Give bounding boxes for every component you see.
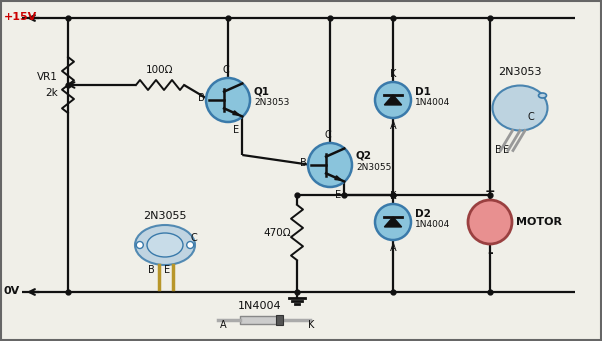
Text: C: C <box>527 113 534 122</box>
Text: C: C <box>223 65 229 75</box>
Text: C: C <box>324 130 331 140</box>
Text: D2: D2 <box>415 209 431 219</box>
Text: 1N4004: 1N4004 <box>415 220 450 229</box>
Circle shape <box>206 78 250 122</box>
Text: B: B <box>495 145 502 155</box>
Text: A: A <box>220 320 226 330</box>
Text: K: K <box>308 320 314 330</box>
Text: A: A <box>389 243 396 253</box>
Text: E: E <box>335 190 341 200</box>
Text: 0V: 0V <box>4 286 20 296</box>
Text: Q1: Q1 <box>254 86 270 96</box>
Text: 2k: 2k <box>45 88 58 98</box>
Text: 1N4004: 1N4004 <box>415 98 450 107</box>
Text: E: E <box>233 125 239 135</box>
Text: D1: D1 <box>415 87 431 97</box>
Text: K: K <box>390 191 396 201</box>
Text: E: E <box>164 265 170 275</box>
Text: +15V: +15V <box>4 12 37 22</box>
Circle shape <box>187 241 194 249</box>
Text: -: - <box>487 246 493 260</box>
Circle shape <box>375 82 411 118</box>
Text: K: K <box>390 69 396 79</box>
Text: 2N3055: 2N3055 <box>143 211 187 221</box>
Bar <box>240 316 282 324</box>
Text: 2N3055: 2N3055 <box>356 163 391 172</box>
Text: C: C <box>190 233 197 243</box>
Circle shape <box>308 143 352 187</box>
Ellipse shape <box>147 233 183 257</box>
Text: +: + <box>485 185 495 198</box>
Text: 2N3053: 2N3053 <box>498 67 542 77</box>
Circle shape <box>468 200 512 244</box>
Polygon shape <box>384 217 402 227</box>
Text: 470Ω: 470Ω <box>264 227 291 237</box>
Circle shape <box>136 241 143 249</box>
Text: B: B <box>300 158 307 168</box>
Text: E: E <box>503 145 509 155</box>
Ellipse shape <box>539 93 547 98</box>
Text: B: B <box>147 265 154 275</box>
Text: MOTOR: MOTOR <box>516 217 562 227</box>
Text: Q2: Q2 <box>356 151 372 161</box>
Ellipse shape <box>135 225 195 265</box>
Text: 2N3053: 2N3053 <box>254 98 290 107</box>
Circle shape <box>375 204 411 240</box>
Bar <box>276 315 283 325</box>
Polygon shape <box>384 95 402 105</box>
Polygon shape <box>335 176 341 180</box>
Text: 1N4004: 1N4004 <box>238 301 282 311</box>
Text: 100Ω: 100Ω <box>146 65 174 75</box>
Text: A: A <box>389 121 396 131</box>
Text: B: B <box>198 93 205 103</box>
Polygon shape <box>233 111 240 115</box>
Ellipse shape <box>492 86 547 131</box>
Text: VR1: VR1 <box>37 72 58 82</box>
